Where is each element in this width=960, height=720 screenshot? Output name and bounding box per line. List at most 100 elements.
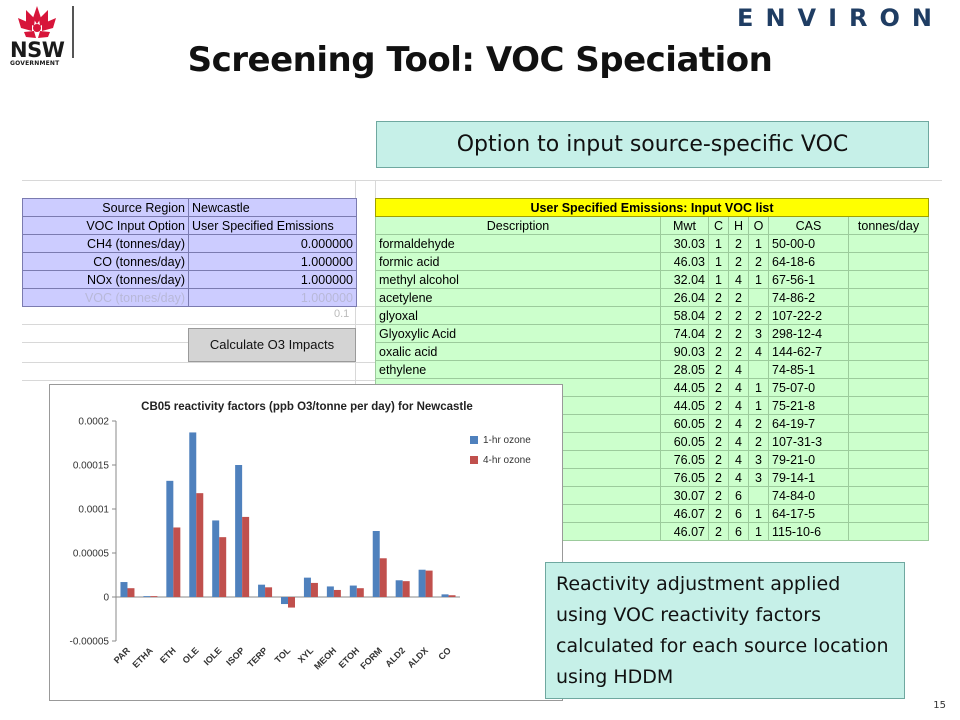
voc-table-cell[interactable]: 2 bbox=[728, 324, 749, 343]
voc-table-cell[interactable]: 2 bbox=[748, 306, 769, 325]
voc-table-cell[interactable] bbox=[748, 486, 769, 505]
voc-table-cell[interactable]: 79-14-1 bbox=[768, 468, 849, 487]
voc-table-cell[interactable]: formaldehyde bbox=[375, 234, 661, 253]
voc-table-cell[interactable] bbox=[748, 360, 769, 379]
voc-table-cell[interactable]: 2 bbox=[708, 450, 729, 469]
input-value-cell[interactable]: 1.000000 bbox=[188, 288, 357, 307]
voc-table-cell[interactable]: 3 bbox=[748, 450, 769, 469]
voc-table-cell[interactable]: 75-07-0 bbox=[768, 378, 849, 397]
voc-table-cell[interactable]: 1 bbox=[748, 504, 769, 523]
input-value-cell[interactable]: 1.000000 bbox=[188, 252, 357, 271]
voc-table-cell[interactable]: 4 bbox=[728, 468, 749, 487]
voc-table-cell[interactable]: 74.04 bbox=[660, 324, 709, 343]
voc-table-cell[interactable]: 90.03 bbox=[660, 342, 709, 361]
voc-table-cell[interactable]: glyoxal bbox=[375, 306, 661, 325]
voc-table-cell[interactable] bbox=[848, 522, 929, 541]
voc-table-cell[interactable]: 50-00-0 bbox=[768, 234, 849, 253]
voc-table-cell[interactable]: 4 bbox=[748, 342, 769, 361]
voc-table-cell[interactable]: 4 bbox=[728, 360, 749, 379]
voc-table-cell[interactable]: 2 bbox=[708, 486, 729, 505]
voc-table-cell[interactable]: 2 bbox=[708, 378, 729, 397]
voc-table-cell[interactable]: 32.04 bbox=[660, 270, 709, 289]
voc-table-cell[interactable]: 107-31-3 bbox=[768, 432, 849, 451]
voc-table-cell[interactable] bbox=[848, 324, 929, 343]
input-value-cell[interactable]: User Specified Emissions bbox=[188, 216, 357, 235]
voc-table-cell[interactable]: 2 bbox=[708, 288, 729, 307]
voc-table-cell[interactable]: 76.05 bbox=[660, 468, 709, 487]
voc-table-cell[interactable] bbox=[848, 234, 929, 253]
voc-table-cell[interactable]: 64-17-5 bbox=[768, 504, 849, 523]
voc-table-cell[interactable]: 28.05 bbox=[660, 360, 709, 379]
voc-table-cell[interactable]: 2 bbox=[728, 234, 749, 253]
voc-table-cell[interactable]: 2 bbox=[728, 288, 749, 307]
voc-table-cell[interactable]: 76.05 bbox=[660, 450, 709, 469]
voc-table-cell[interactable] bbox=[848, 270, 929, 289]
voc-table-cell[interactable]: 2 bbox=[708, 306, 729, 325]
input-value-cell[interactable]: 1.000000 bbox=[188, 270, 357, 289]
voc-table-cell[interactable] bbox=[848, 342, 929, 361]
voc-table-cell[interactable]: 44.05 bbox=[660, 396, 709, 415]
voc-table-cell[interactable]: 4 bbox=[728, 378, 749, 397]
voc-table-cell[interactable]: 2 bbox=[708, 342, 729, 361]
voc-table-cell[interactable]: oxalic acid bbox=[375, 342, 661, 361]
voc-table-cell[interactable]: 6 bbox=[728, 522, 749, 541]
voc-table-cell[interactable]: 46.07 bbox=[660, 522, 709, 541]
voc-table-cell[interactable]: 2 bbox=[708, 324, 729, 343]
voc-table-cell[interactable]: 64-19-7 bbox=[768, 414, 849, 433]
voc-table-cell[interactable]: 2 bbox=[728, 252, 749, 271]
voc-table-cell[interactable]: 1 bbox=[708, 252, 729, 271]
voc-table-cell[interactable]: 2 bbox=[708, 396, 729, 415]
voc-table-cell[interactable]: methyl alcohol bbox=[375, 270, 661, 289]
voc-table-cell[interactable]: 1 bbox=[748, 234, 769, 253]
voc-table-cell[interactable]: 1 bbox=[748, 270, 769, 289]
voc-table-cell[interactable]: 1 bbox=[748, 378, 769, 397]
voc-table-cell[interactable] bbox=[848, 486, 929, 505]
voc-table-cell[interactable]: 2 bbox=[708, 432, 729, 451]
voc-table-cell[interactable] bbox=[748, 288, 769, 307]
voc-table-cell[interactable]: 298-12-4 bbox=[768, 324, 849, 343]
voc-table-cell[interactable]: 30.03 bbox=[660, 234, 709, 253]
voc-table-cell[interactable]: 2 bbox=[708, 468, 729, 487]
voc-table-cell[interactable] bbox=[848, 450, 929, 469]
voc-table-cell[interactable]: 107-22-2 bbox=[768, 306, 849, 325]
voc-table-cell[interactable]: 44.05 bbox=[660, 378, 709, 397]
voc-table-cell[interactable]: 4 bbox=[728, 396, 749, 415]
voc-table-cell[interactable]: 60.05 bbox=[660, 432, 709, 451]
voc-table-cell[interactable]: 46.03 bbox=[660, 252, 709, 271]
voc-table-cell[interactable]: 3 bbox=[748, 468, 769, 487]
voc-table-cell[interactable]: 2 bbox=[708, 414, 729, 433]
voc-table-cell[interactable]: 4 bbox=[728, 414, 749, 433]
voc-table-cell[interactable]: 74-84-0 bbox=[768, 486, 849, 505]
voc-table-cell[interactable]: 1 bbox=[708, 270, 729, 289]
voc-table-cell[interactable]: 74-86-2 bbox=[768, 288, 849, 307]
voc-table-cell[interactable] bbox=[848, 504, 929, 523]
voc-table-cell[interactable]: 2 bbox=[708, 504, 729, 523]
calculate-o3-impacts-button[interactable]: Calculate O3 Impacts bbox=[188, 328, 356, 362]
voc-table-cell[interactable]: 1 bbox=[708, 234, 729, 253]
voc-table-cell[interactable]: acetylene bbox=[375, 288, 661, 307]
voc-table-cell[interactable] bbox=[848, 396, 929, 415]
voc-table-cell[interactable] bbox=[848, 468, 929, 487]
voc-table-cell[interactable]: 2 bbox=[748, 252, 769, 271]
voc-table-cell[interactable]: 58.04 bbox=[660, 306, 709, 325]
voc-table-cell[interactable]: 2 bbox=[748, 414, 769, 433]
voc-table-cell[interactable]: 2 bbox=[708, 360, 729, 379]
voc-table-cell[interactable] bbox=[848, 360, 929, 379]
voc-table-cell[interactable]: 75-21-8 bbox=[768, 396, 849, 415]
voc-table-cell[interactable] bbox=[848, 414, 929, 433]
voc-table-cell[interactable]: 4 bbox=[728, 270, 749, 289]
voc-table-cell[interactable] bbox=[848, 306, 929, 325]
voc-table-cell[interactable]: 26.04 bbox=[660, 288, 709, 307]
voc-table-cell[interactable]: 2 bbox=[748, 432, 769, 451]
voc-table-cell[interactable] bbox=[848, 288, 929, 307]
voc-table-cell[interactable] bbox=[848, 252, 929, 271]
voc-table-cell[interactable]: 6 bbox=[728, 504, 749, 523]
voc-table-cell[interactable]: 115-10-6 bbox=[768, 522, 849, 541]
voc-table-cell[interactable]: 74-85-1 bbox=[768, 360, 849, 379]
voc-table-cell[interactable] bbox=[848, 378, 929, 397]
voc-table-cell[interactable]: 3 bbox=[748, 324, 769, 343]
voc-table-cell[interactable]: 1 bbox=[748, 396, 769, 415]
voc-table-cell[interactable]: 67-56-1 bbox=[768, 270, 849, 289]
voc-table-cell[interactable]: Glyoxylic Acid bbox=[375, 324, 661, 343]
voc-table-cell[interactable]: 2 bbox=[728, 342, 749, 361]
